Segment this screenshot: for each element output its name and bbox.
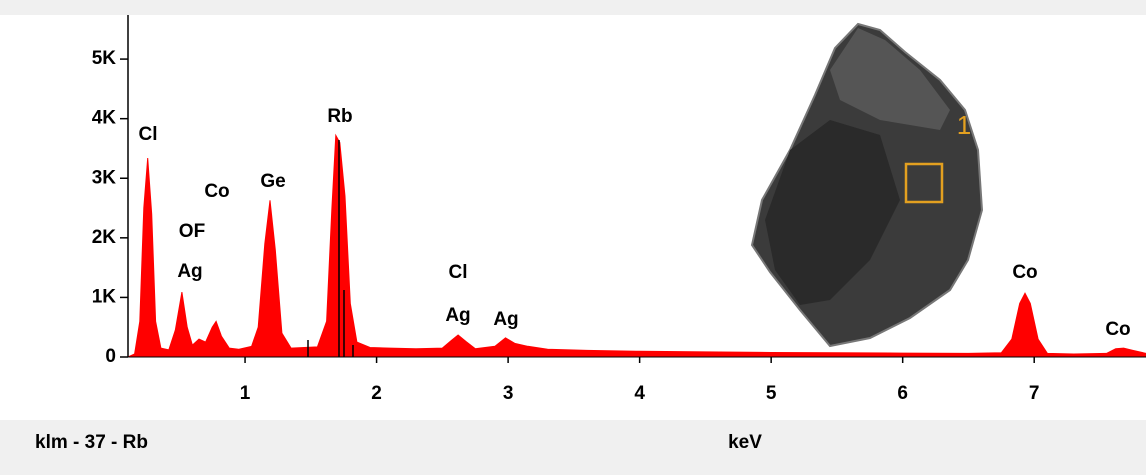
peak-label: Co: [1012, 262, 1037, 283]
peak-label: Ag: [445, 305, 470, 326]
peak-label: Ag: [493, 309, 518, 330]
peak-label: Co: [204, 181, 229, 202]
x-tick-label: 6: [897, 383, 908, 404]
y-tick-label: 2K: [92, 227, 117, 248]
y-tick-label: 1K: [92, 286, 117, 307]
chart-title: klm - 37 - Rb: [35, 432, 148, 453]
y-tick-label: 5K: [92, 48, 117, 69]
x-tick-label: 5: [766, 383, 777, 404]
y-tick-label: 0: [105, 346, 116, 367]
inset-label: 1: [957, 110, 971, 140]
x-tick-label: 3: [503, 383, 514, 404]
x-axis-label: keV: [728, 432, 762, 453]
peak-label: Ge: [260, 171, 285, 192]
x-tick-label: 2: [371, 383, 382, 404]
x-tick-label: 4: [634, 383, 645, 404]
peak-label: Rb: [327, 106, 352, 127]
peak-label: Co: [1105, 319, 1130, 340]
x-tick-label: 7: [1029, 383, 1040, 404]
page: {"chart_data": { "type": "area", "title"…: [0, 0, 1146, 470]
peak-label: OF: [179, 221, 205, 242]
chart: 1 klm - 37 - Rb keV 0 1K 2K 3K 4K 5K 1 2 3 4 5 6 7 Cl…: [0, 0, 1146, 470]
peak-label: Ag: [177, 261, 202, 282]
peak-label: Cl: [139, 124, 158, 145]
y-tick-label: 4K: [92, 108, 117, 129]
peak-label: Cl: [449, 262, 468, 283]
y-tick-label: 3K: [92, 167, 117, 188]
x-tick-label: 1: [240, 383, 251, 404]
